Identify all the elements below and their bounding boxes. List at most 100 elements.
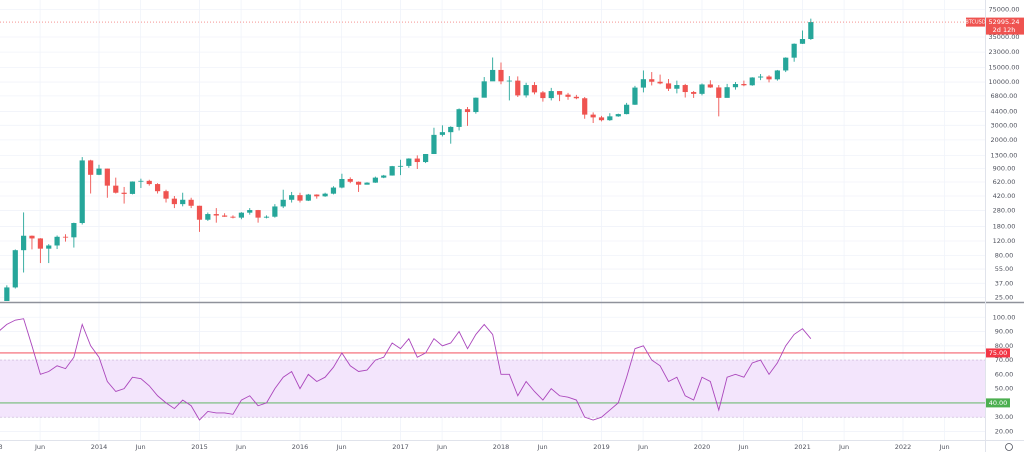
candle-body bbox=[490, 69, 496, 82]
candle-body bbox=[88, 160, 94, 175]
axes: 75000.00 35000.00 23000.00 15000.00 10000.00… bbox=[0, 6, 1024, 451]
y-tick-label: 80.00 bbox=[995, 252, 1014, 260]
countdown-label: 2d 12h bbox=[993, 26, 1016, 34]
candle-body bbox=[104, 168, 110, 186]
y-tick-label: 180.00 bbox=[993, 222, 1016, 230]
candle-body bbox=[791, 43, 797, 58]
candle-body bbox=[322, 193, 328, 197]
candle-body bbox=[607, 116, 613, 121]
x-tick-label: Jun bbox=[235, 443, 246, 451]
y-tick-label: 50.00 bbox=[995, 385, 1014, 393]
candle-body bbox=[523, 85, 529, 96]
y-tick-label: 2000.00 bbox=[991, 136, 1018, 144]
candle-body bbox=[113, 185, 119, 193]
candle-body bbox=[289, 195, 295, 200]
candle-body bbox=[297, 195, 303, 201]
candle-body bbox=[29, 235, 35, 239]
candle-body bbox=[46, 245, 52, 249]
candle-body bbox=[129, 181, 136, 194]
candle-body bbox=[222, 215, 228, 217]
candle-body bbox=[171, 198, 177, 205]
x-tick-label: 2015 bbox=[191, 443, 208, 451]
candle-body bbox=[280, 199, 286, 207]
y-tick-label: 80.00 bbox=[995, 342, 1014, 350]
candle-body bbox=[339, 178, 345, 188]
level-label: 40.00 bbox=[989, 399, 1008, 407]
candle-body bbox=[749, 77, 755, 86]
candle-body bbox=[766, 76, 772, 80]
candle-body bbox=[691, 92, 697, 94]
candle-body bbox=[397, 165, 404, 167]
candle-body bbox=[188, 199, 194, 206]
candle-body bbox=[381, 175, 387, 178]
candle-body bbox=[649, 79, 655, 82]
rsi-line bbox=[0, 318, 812, 421]
x-tick-label: 13 bbox=[0, 443, 3, 451]
x-tick-label: 2014 bbox=[91, 443, 108, 451]
x-tick-label: 2019 bbox=[593, 443, 610, 451]
candle-body bbox=[154, 184, 161, 192]
candle-body bbox=[205, 214, 211, 220]
candle-body bbox=[439, 132, 446, 135]
candle-body bbox=[37, 238, 44, 249]
settings-button[interactable] bbox=[1005, 443, 1013, 451]
candle-body bbox=[314, 194, 320, 197]
candle-body bbox=[230, 216, 236, 218]
x-tick-label: 2022 bbox=[895, 443, 912, 451]
x-tick-label: 2016 bbox=[292, 443, 309, 451]
candle-body bbox=[414, 158, 420, 163]
y-tick-label: 6800.00 bbox=[991, 92, 1018, 100]
candle-body bbox=[699, 84, 705, 94]
candle-body bbox=[196, 205, 203, 220]
candle-body bbox=[21, 235, 27, 251]
x-tick-label: Jun bbox=[436, 443, 447, 451]
x-tick-label: Jun bbox=[135, 443, 146, 451]
candle-body bbox=[674, 85, 680, 89]
y-tick-label: 100.00 bbox=[993, 313, 1016, 321]
price-pane bbox=[0, 18, 985, 301]
candle-body bbox=[682, 85, 688, 93]
candle-body bbox=[4, 287, 10, 301]
candle-body bbox=[163, 191, 169, 199]
candle-body bbox=[741, 84, 747, 86]
y-tick-label: 420.00 bbox=[993, 192, 1016, 200]
candle-body bbox=[716, 87, 722, 98]
y-tick-label: 25.00 bbox=[995, 293, 1014, 301]
candle-body bbox=[347, 178, 353, 182]
candle-body bbox=[448, 126, 454, 133]
candle-body bbox=[79, 160, 85, 224]
candle-body bbox=[540, 92, 546, 99]
candle-body bbox=[213, 214, 219, 216]
candle-body bbox=[456, 109, 462, 127]
x-tick-label: 2020 bbox=[694, 443, 711, 451]
x-tick-label: 2021 bbox=[794, 443, 811, 451]
candle-body bbox=[305, 194, 311, 201]
x-tick-label: Jun bbox=[637, 443, 648, 451]
y-tick-label: 280.00 bbox=[993, 207, 1016, 215]
candle-body bbox=[121, 192, 127, 194]
rsi-band bbox=[0, 360, 985, 418]
y-tick-label: 23000.00 bbox=[988, 48, 1019, 56]
candle-body bbox=[707, 84, 713, 88]
candle-body bbox=[464, 109, 471, 113]
y-tick-label: 10000.00 bbox=[988, 78, 1019, 86]
x-tick-label: Jun bbox=[939, 443, 950, 451]
level-tag bbox=[986, 398, 1010, 408]
candle-body bbox=[808, 22, 814, 40]
candle-body bbox=[62, 236, 69, 238]
y-tick-label: 1300.00 bbox=[991, 151, 1018, 159]
candle-body bbox=[799, 39, 806, 44]
candle-body bbox=[272, 206, 278, 217]
candle-body bbox=[330, 187, 337, 194]
candle-body bbox=[665, 83, 672, 89]
candle-body bbox=[481, 81, 487, 98]
candle-body bbox=[389, 166, 395, 176]
y-tick-label: 3000.00 bbox=[991, 121, 1018, 129]
candle-body bbox=[355, 181, 362, 185]
candle-body bbox=[406, 158, 412, 166]
level-tag bbox=[986, 348, 1010, 358]
candle-body bbox=[565, 94, 571, 97]
candle-body bbox=[757, 76, 764, 78]
y-tick-label: 35000.00 bbox=[988, 33, 1019, 41]
x-tick-label: 2018 bbox=[493, 443, 510, 451]
